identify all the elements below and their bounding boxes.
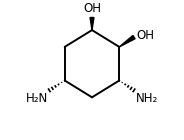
- Polygon shape: [119, 35, 135, 47]
- Text: OH: OH: [83, 2, 101, 15]
- Polygon shape: [90, 18, 94, 30]
- Text: NH₂: NH₂: [136, 92, 158, 105]
- Text: OH: OH: [136, 29, 154, 42]
- Text: H₂N: H₂N: [26, 92, 48, 105]
